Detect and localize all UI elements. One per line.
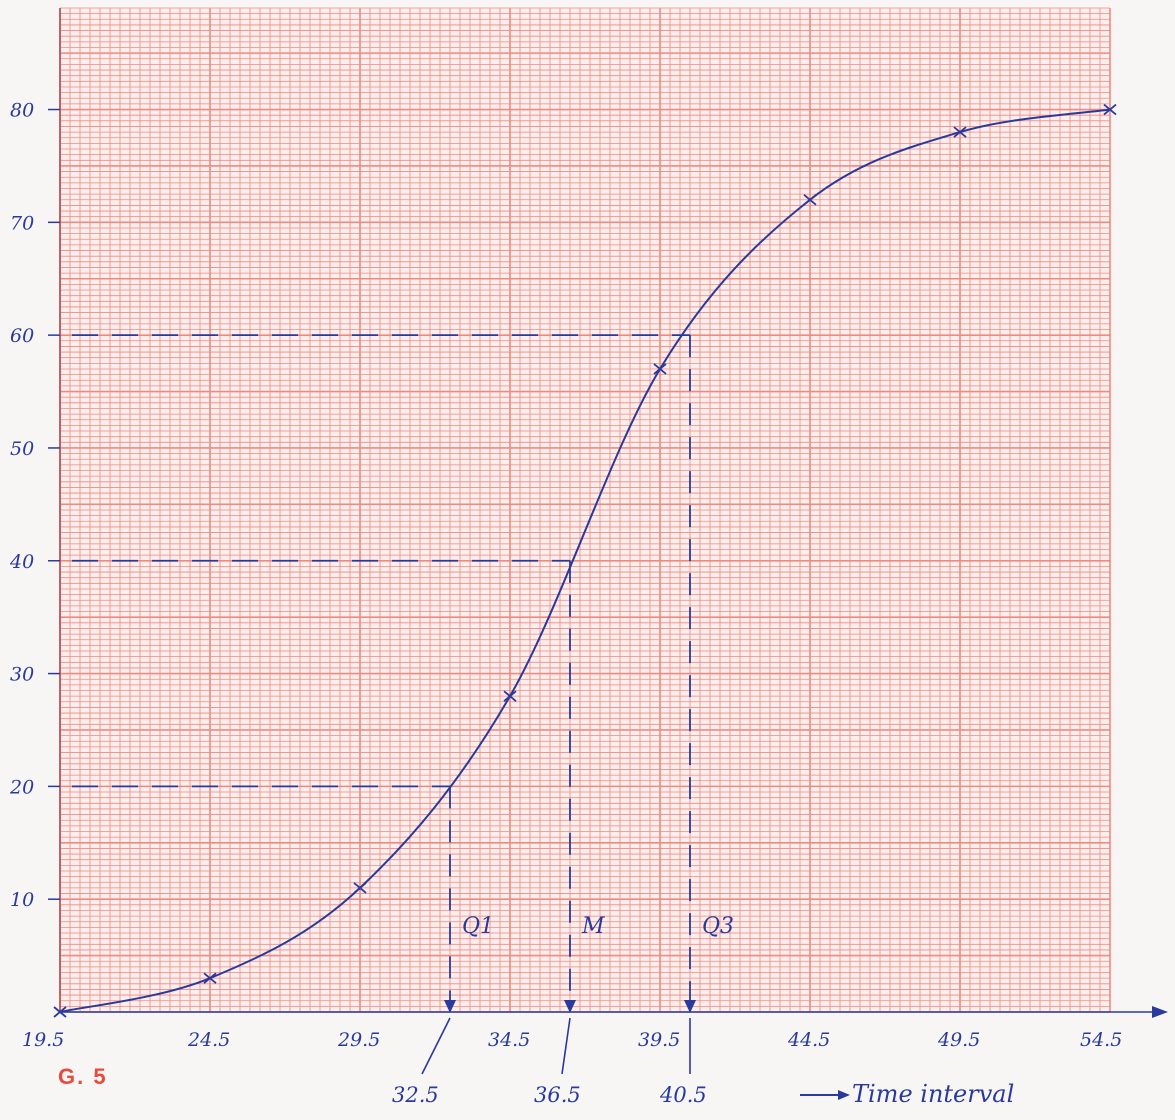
y-tick-label: 70 (10, 212, 34, 234)
x-tick-label: 34.5 (488, 1029, 530, 1051)
figure-label: G. 5 (58, 1064, 108, 1089)
quartile-value-M: 36.5 (534, 1083, 581, 1107)
x-axis-arrow (1152, 1006, 1168, 1018)
marker-stroke (953, 126, 967, 138)
y-tick-label: 20 (9, 776, 34, 798)
y-tick-label: 30 (10, 664, 34, 686)
graph-paper-grid (59, 7, 1111, 1013)
axes (59, 8, 1168, 1018)
quartile-label-Q3: Q3 (702, 914, 734, 939)
data-point-marker (53, 1006, 67, 1018)
data-point-marker (953, 126, 967, 138)
marker-stroke (353, 882, 367, 894)
marker-stroke (503, 690, 517, 702)
quartile-guides: Q1 32.5 M 36.5 Q3 40.5 (72, 334, 734, 1107)
quartile-label-M: M (581, 914, 605, 939)
x-tick-label: 54.5 (1080, 1029, 1122, 1051)
guide-pointer-Q1 (421, 1017, 451, 1075)
guide-arrowhead-Q1 (444, 1000, 456, 1013)
guide-pointer-M (561, 1017, 571, 1075)
data-point-marker (1103, 103, 1117, 116)
y-tick-label: 50 (10, 438, 34, 460)
x-tick-label: 19.5 (22, 1029, 64, 1051)
x-axis-label-group: Time interval (800, 1080, 1014, 1108)
y-tick-label: 10 (10, 889, 34, 911)
marker-stroke (203, 972, 217, 984)
data-point-marker (353, 882, 367, 894)
marker-stroke (1103, 103, 1117, 116)
data-point-marker (503, 690, 517, 702)
tick-labels: 10 20 30 40 50 60 70 80 19.5 24.5 29.5 34.5 39.5 44.5… (9, 100, 1122, 1051)
marker-stroke (803, 194, 817, 206)
data-point-marker (803, 194, 817, 206)
quartile-label-Q1: Q1 (462, 914, 494, 939)
x-tick-label: 39.5 (638, 1029, 680, 1051)
y-tick-label: 80 (10, 100, 34, 122)
guide-arrowhead-Q3 (684, 1000, 696, 1013)
x-axis-label: Time interval (852, 1080, 1014, 1108)
marker-stroke (653, 363, 667, 375)
x-tick-label: 24.5 (187, 1029, 230, 1051)
ogive-curve (59, 108, 1111, 1013)
x-tick-label: 29.5 (337, 1029, 380, 1051)
data-point-marker (653, 363, 667, 375)
y-tick-label: 40 (9, 551, 34, 573)
marker-stroke (53, 1006, 67, 1018)
quartile-value-Q3: 40.5 (659, 1083, 707, 1107)
guide-arrowhead-M (564, 1000, 576, 1013)
x-tick-label: 44.5 (787, 1029, 830, 1051)
data-point-marker (203, 972, 217, 984)
x-tick-label: 49.5 (937, 1029, 980, 1051)
quartile-value-Q1: 32.5 (392, 1083, 439, 1107)
ogive-curve-group (53, 103, 1117, 1018)
y-tick-label: 60 (10, 325, 34, 347)
